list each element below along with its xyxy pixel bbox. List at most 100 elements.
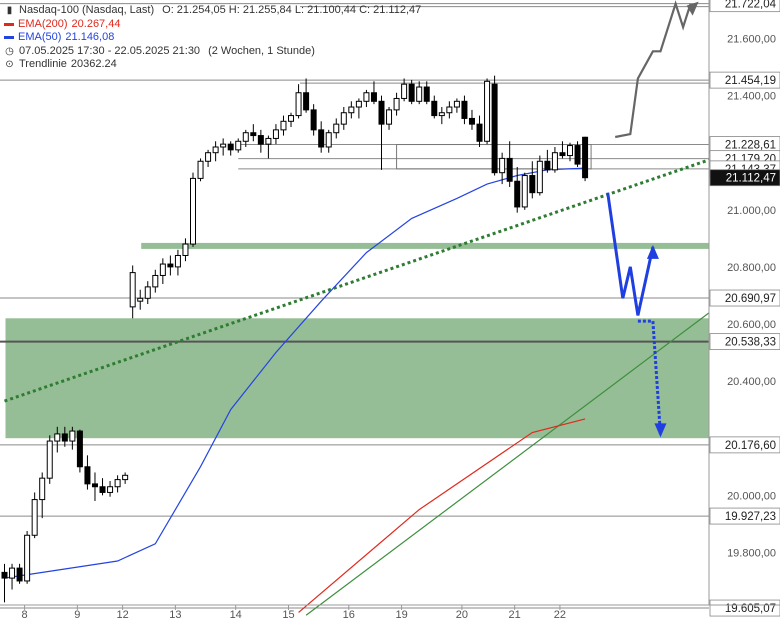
candle (197, 158, 204, 182)
candle-body-up (205, 152, 212, 162)
candle (521, 172, 528, 210)
x-tick-label: 14 (230, 609, 242, 621)
legend-ema50-label: EMA(50) (18, 31, 62, 43)
level-price-label-bg (709, 507, 780, 525)
candle (431, 95, 438, 119)
legend-period-note: (2 Wochen, 1 Stunde) (208, 44, 315, 57)
legend-trendline-value: 20362.24 (70, 58, 117, 70)
candle (122, 472, 129, 484)
candle-body-up (484, 80, 491, 142)
y-tick-label: 21.600,00 (727, 34, 776, 46)
candle-body-up (235, 140, 242, 151)
candle-body-up (24, 534, 31, 582)
candle-body-down (514, 180, 521, 208)
candle (280, 115, 287, 136)
candle (325, 129, 332, 153)
candle-body-up (69, 430, 76, 442)
candle-body-down (559, 152, 566, 157)
level-price-label-bg (709, 289, 780, 307)
legend-ema50-row[interactable]: EMA(50) 21.146,08 (4, 31, 421, 45)
candle-body-down (423, 86, 430, 102)
candle-body-up (107, 486, 114, 493)
candle-body-down (318, 129, 325, 148)
candle-body-down (91, 483, 98, 488)
candle (514, 166, 521, 213)
legend-period: 07.05.2025 17:30 - 22.05.2025 21:30 (19, 44, 201, 57)
candle-body-up (453, 100, 460, 108)
candle (144, 281, 151, 305)
candle-body-up (212, 146, 219, 154)
candle (484, 78, 491, 145)
legend-period-row[interactable]: ◷ 07.05.2025 17:30 - 22.05.2025 21:30 (2… (4, 45, 421, 59)
candle (159, 258, 166, 285)
candle (76, 429, 83, 473)
candle (205, 149, 212, 167)
legend-ema200-row[interactable]: EMA(200) 20.267,44 (4, 18, 421, 32)
candle (16, 563, 23, 584)
candle-body-up (386, 109, 393, 125)
candle (438, 107, 445, 125)
candle-body-up (340, 112, 347, 125)
candle-body-up (144, 286, 151, 299)
legend-trendline-row[interactable]: ⊙ Trendlinie 20362.24 (4, 58, 421, 72)
forecast-grey-arrowhead (686, 1, 699, 16)
candle-body-down (310, 109, 317, 131)
candle-body-up (9, 567, 16, 579)
candle (39, 472, 46, 519)
candle (24, 530, 31, 584)
candle-body-down (461, 100, 468, 119)
levels-layer (0, 3, 709, 609)
level-price-label: 21.722,04 (725, 0, 777, 11)
candle-body-up (31, 499, 38, 536)
level-price-label: 19.605,07 (725, 603, 776, 615)
candle (61, 426, 68, 447)
candle (491, 75, 498, 176)
candle-body-up (288, 115, 295, 122)
candle-body-up (355, 100, 362, 108)
level-price-label: 19.927,23 (725, 511, 776, 523)
level-price-label-bg (709, 333, 780, 351)
legend-ema200-label: EMA(200) (18, 17, 68, 30)
candle (265, 135, 272, 159)
candle-body-down (468, 117, 475, 125)
candle-body-up (152, 274, 159, 288)
x-tick-label: 13 (169, 609, 181, 621)
level-price-label: 20.538,33 (725, 337, 776, 349)
candle (318, 121, 325, 153)
candle-body-up (129, 272, 136, 308)
candle-body-up (174, 254, 181, 268)
candle-body-up (416, 86, 423, 102)
forecast-up-path (606, 192, 655, 316)
candle-body-down (250, 132, 257, 137)
candle (129, 265, 136, 319)
candle-body-down (99, 486, 106, 493)
legend-instrument-row[interactable]: ▮ Nasdaq-100 (Nasdaq, Last) O: 21.254,05… (4, 4, 422, 18)
candle-body-up (114, 479, 121, 488)
forecast-down-arrowhead (654, 423, 667, 438)
candle (559, 141, 566, 159)
candle-body-up (499, 157, 506, 174)
candle-body-down (544, 160, 551, 171)
current-price-label-bg (709, 169, 780, 187)
candle (84, 455, 91, 490)
x-tick-label: 16 (343, 609, 355, 621)
candle-body-down (227, 143, 234, 151)
candle (363, 89, 370, 108)
legend-trendline-label: Trendlinie (19, 58, 67, 70)
candle-body-up (325, 132, 332, 148)
candle (468, 109, 475, 130)
candle-body-down (257, 135, 264, 145)
candle (506, 141, 513, 187)
candle (295, 84, 302, 119)
ema50-swatch (4, 36, 14, 40)
candle (423, 81, 430, 105)
candle-body-down (476, 123, 483, 142)
candle (137, 289, 144, 310)
candle-body-down (431, 100, 438, 117)
trendline-icon: ⊙ (5, 59, 14, 71)
forecast-down-path (637, 319, 662, 436)
x-tick-label: 20 (456, 609, 468, 621)
